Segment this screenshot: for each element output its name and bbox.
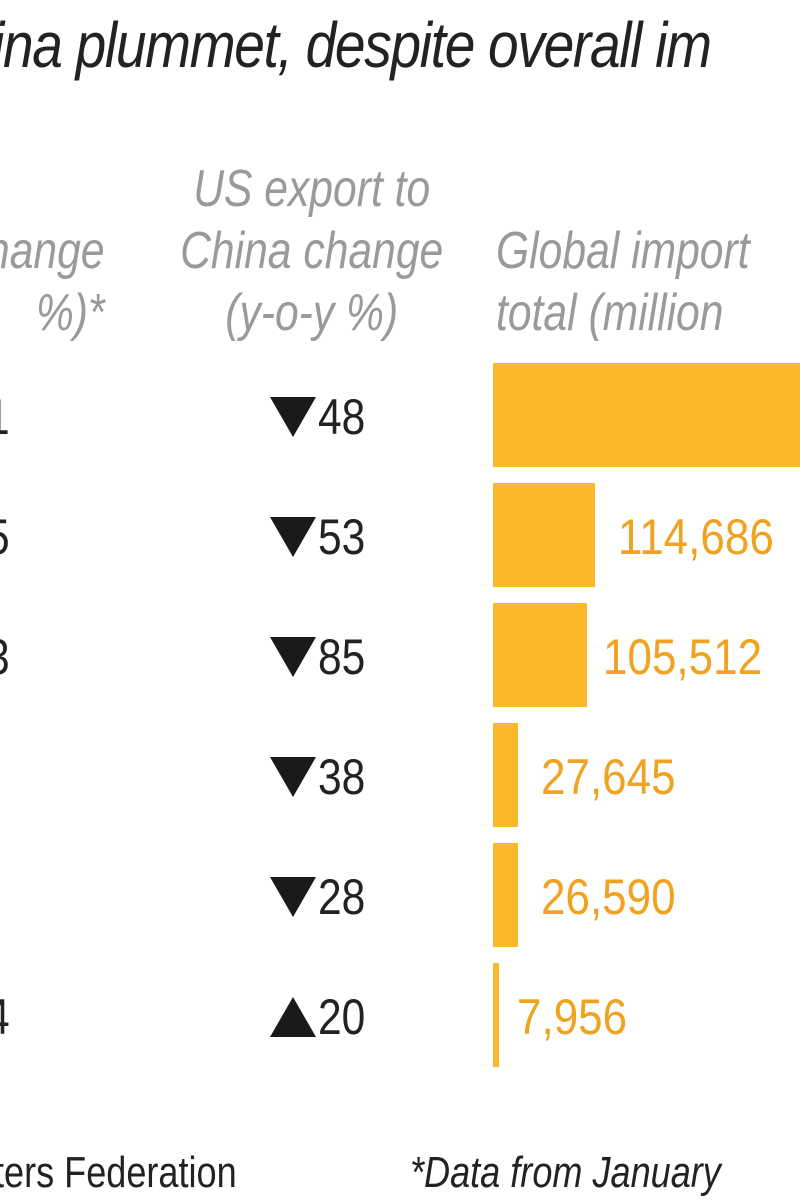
- us-change-value: 48: [318, 389, 366, 445]
- us-change-value: 85: [318, 629, 366, 685]
- cell-col-a: 5: [0, 508, 10, 566]
- us-change-value: 28: [318, 869, 366, 925]
- us-change-cell: 20: [270, 988, 374, 1046]
- header-line: Global import: [496, 222, 750, 280]
- us-change-cell: 53: [270, 508, 374, 566]
- us-change-value: 38: [318, 749, 366, 805]
- footnote: *Data from January: [410, 1148, 721, 1197]
- column-header-global-import-total: Global import total (million: [496, 220, 750, 344]
- global-import-bar: [493, 363, 800, 467]
- header-line: China change: [180, 222, 444, 280]
- global-import-bar: [493, 963, 499, 1067]
- global-import-value: 105,512: [603, 629, 763, 685]
- source-note: ters Federation: [0, 1148, 237, 1197]
- global-import-value: 7,956: [517, 989, 628, 1045]
- us-change-cell: 28: [270, 868, 374, 926]
- chart-title: ina plummet, despite overall im: [0, 9, 712, 81]
- header-line: US export to: [193, 160, 431, 218]
- header-line: %)*: [35, 284, 105, 342]
- down-triangle-icon: [270, 757, 316, 797]
- column-header-a: hange %)*: [0, 220, 105, 344]
- global-import-bar: [493, 843, 518, 947]
- cell-col-a: 3: [0, 628, 10, 686]
- global-import-value: 114,686: [618, 509, 774, 565]
- global-import-bar: [493, 483, 595, 587]
- header-line: total (million: [496, 284, 724, 342]
- global-import-bar: [493, 723, 518, 827]
- down-triangle-icon: [270, 637, 316, 677]
- down-triangle-icon: [270, 397, 316, 437]
- us-change-value: 20: [318, 989, 366, 1045]
- us-change-value: 53: [318, 509, 366, 565]
- down-triangle-icon: [270, 877, 316, 917]
- global-import-value: 27,645: [541, 749, 676, 805]
- us-change-cell: 48: [270, 388, 374, 446]
- up-triangle-icon: [270, 997, 316, 1037]
- column-header-us-export-change: US export to China change (y-o-y %): [160, 158, 463, 344]
- down-triangle-icon: [270, 517, 316, 557]
- header-line: (y-o-y %): [225, 284, 399, 342]
- cell-col-a: 4: [0, 988, 10, 1046]
- global-import-bar: [493, 603, 587, 707]
- us-change-cell: 85: [270, 628, 374, 686]
- cell-col-a: 1: [0, 388, 10, 446]
- header-line: hange: [0, 222, 105, 280]
- global-import-value: 26,590: [541, 869, 676, 925]
- us-change-cell: 38: [270, 748, 374, 806]
